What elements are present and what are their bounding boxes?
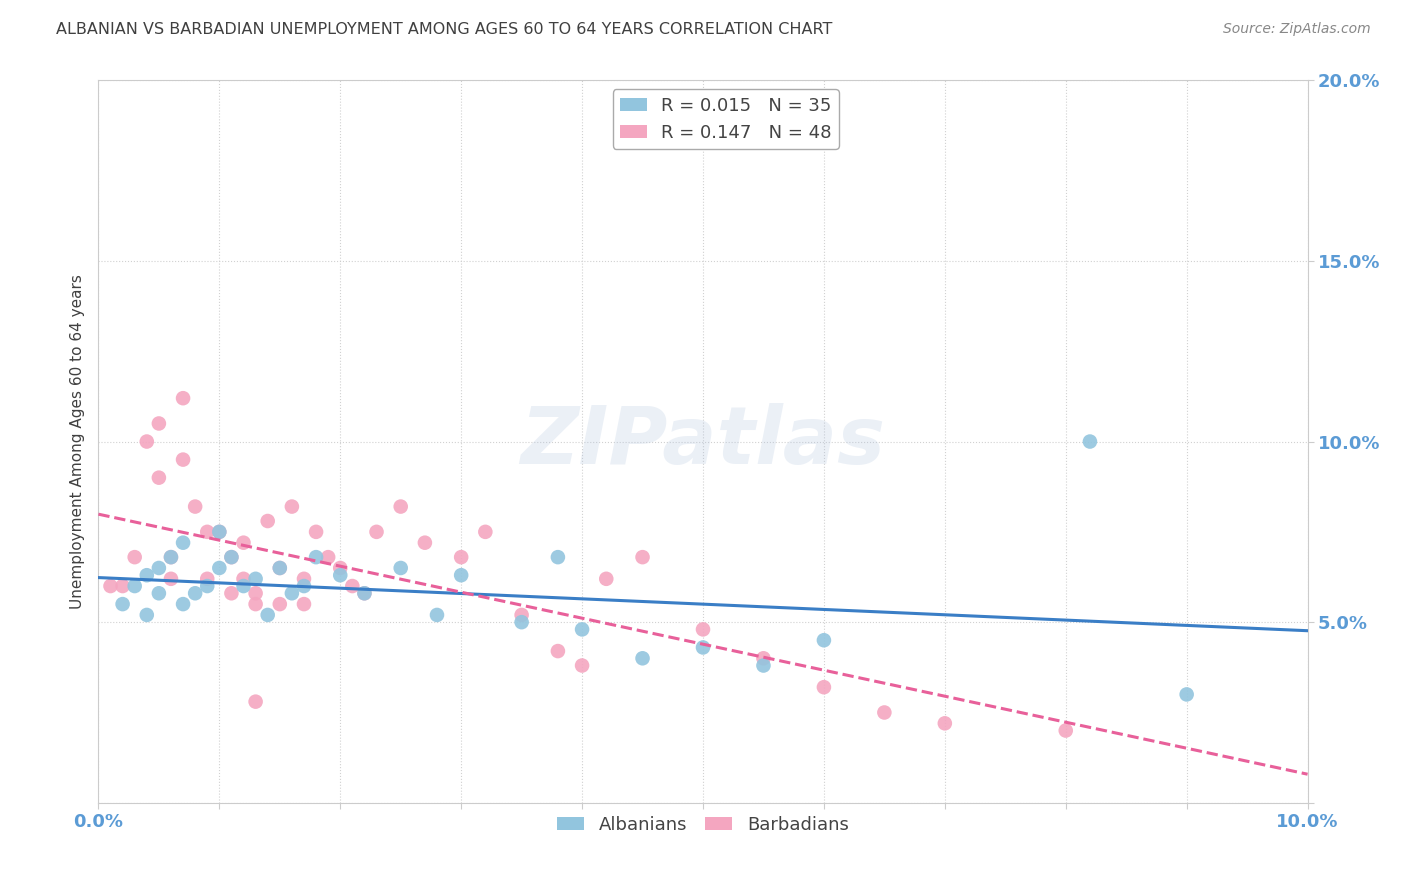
Point [256, 607, 278, 622]
Point [692, 623, 714, 637]
Point [752, 651, 775, 665]
Point [172, 597, 194, 611]
Point [195, 524, 218, 539]
Point [571, 658, 593, 673]
Point [450, 568, 472, 582]
Point [124, 579, 146, 593]
Point [305, 550, 328, 565]
Point [292, 597, 315, 611]
Point [353, 586, 375, 600]
Point [148, 561, 170, 575]
Point [752, 658, 775, 673]
Text: ZIPatlas: ZIPatlas [520, 402, 886, 481]
Point [100, 579, 122, 593]
Point [305, 524, 328, 539]
Point [195, 572, 218, 586]
Point [329, 561, 352, 575]
Point [124, 550, 146, 565]
Point [510, 607, 533, 622]
Point [571, 623, 593, 637]
Point [232, 579, 254, 593]
Point [389, 500, 412, 514]
Point [172, 535, 194, 549]
Point [245, 695, 267, 709]
Point [426, 607, 449, 622]
Point [135, 434, 157, 449]
Point [292, 579, 315, 593]
Point [245, 586, 267, 600]
Point [208, 524, 231, 539]
Point [934, 716, 956, 731]
Point [595, 572, 617, 586]
Point [631, 651, 654, 665]
Point [208, 524, 231, 539]
Point [1078, 434, 1101, 449]
Point [208, 561, 231, 575]
Point [292, 572, 315, 586]
Point [281, 586, 304, 600]
Point [245, 572, 267, 586]
Point [342, 579, 364, 593]
Point [135, 607, 157, 622]
Point [232, 535, 254, 549]
Point [256, 514, 278, 528]
Point [269, 597, 291, 611]
Point [148, 417, 170, 431]
Point [366, 524, 388, 539]
Point [111, 579, 134, 593]
Point [389, 561, 412, 575]
Point [873, 706, 896, 720]
Point [160, 550, 183, 565]
Point [111, 597, 134, 611]
Point [813, 680, 835, 694]
Text: Source: ZipAtlas.com: Source: ZipAtlas.com [1223, 22, 1371, 37]
Point [160, 550, 183, 565]
Text: ALBANIAN VS BARBADIAN UNEMPLOYMENT AMONG AGES 60 TO 64 YEARS CORRELATION CHART: ALBANIAN VS BARBADIAN UNEMPLOYMENT AMONG… [56, 22, 832, 37]
Point [172, 391, 194, 405]
Point [353, 586, 375, 600]
Point [148, 471, 170, 485]
Point [281, 500, 304, 514]
Point [184, 586, 207, 600]
Point [692, 640, 714, 655]
Point [232, 572, 254, 586]
Point [631, 550, 654, 565]
Point [1054, 723, 1077, 738]
Point [510, 615, 533, 630]
Point [813, 633, 835, 648]
Point [269, 561, 291, 575]
Point [160, 572, 183, 586]
Point [329, 568, 352, 582]
Point [148, 586, 170, 600]
Point [135, 568, 157, 582]
Point [413, 535, 436, 549]
Point [245, 597, 267, 611]
Point [221, 550, 243, 565]
Point [221, 586, 243, 600]
Point [195, 579, 218, 593]
Point [547, 550, 569, 565]
Y-axis label: Unemployment Among Ages 60 to 64 years: Unemployment Among Ages 60 to 64 years [69, 274, 84, 609]
Point [184, 500, 207, 514]
Legend: Albanians, Barbadians: Albanians, Barbadians [550, 808, 856, 841]
Point [450, 550, 472, 565]
Point [269, 561, 291, 575]
Point [172, 452, 194, 467]
Point [547, 644, 569, 658]
Point [316, 550, 339, 565]
Point [1175, 687, 1198, 701]
Point [221, 550, 243, 565]
Point [474, 524, 496, 539]
